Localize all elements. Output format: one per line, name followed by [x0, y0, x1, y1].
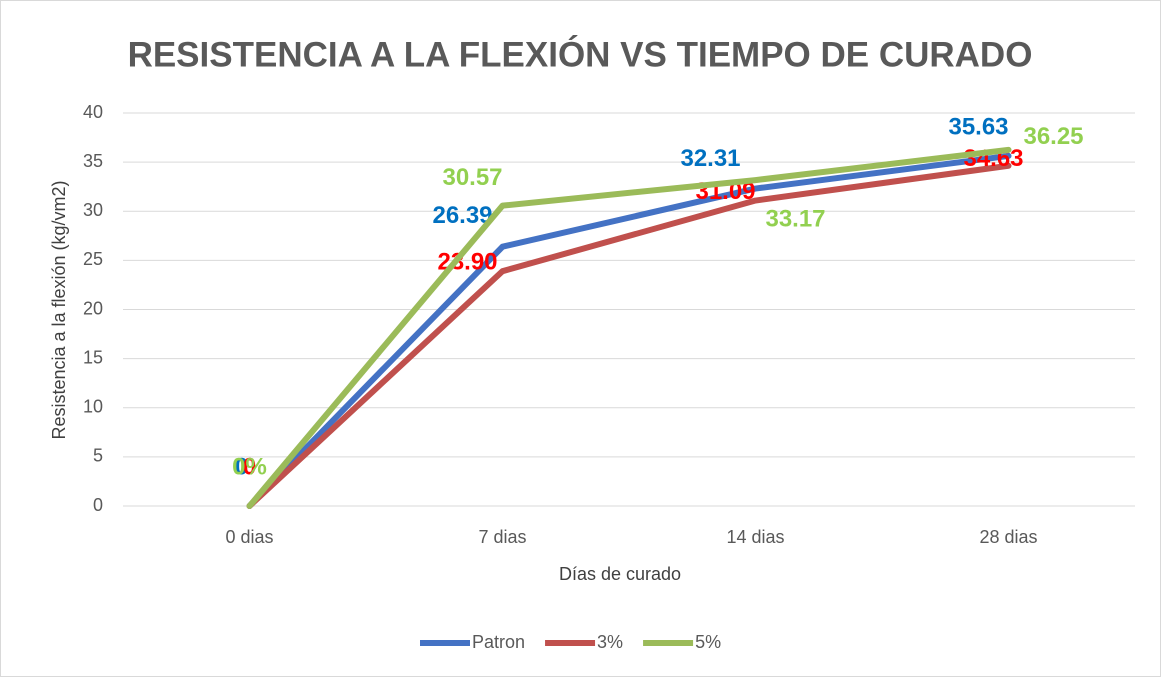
data-label: 0: [243, 453, 256, 480]
data-label: 36.25: [1023, 123, 1083, 150]
y-tick-label: 10: [83, 397, 103, 417]
y-tick-label: 40: [83, 102, 103, 122]
x-axis-title: Días de curado: [559, 564, 681, 584]
data-label: 35.63: [948, 113, 1008, 140]
data-label: 30.57: [442, 164, 502, 191]
y-tick-label: 0: [93, 495, 103, 515]
line-series: [246, 162, 1012, 509]
y-axis-title: Resistencia a la flexión (kg/vm2): [49, 180, 69, 439]
x-tick-label: 14 dias: [726, 527, 784, 547]
y-tick-label: 25: [83, 249, 103, 269]
data-label: 26.39: [432, 202, 492, 229]
y-tick-label: 5: [93, 446, 103, 466]
data-label: 0: [235, 453, 248, 480]
y-tick-label: 15: [83, 347, 103, 367]
chart-title: RESISTENCIA A LA FLEXIÓN VS TIEMPO DE CU…: [128, 34, 1033, 74]
y-tick-label: 20: [83, 298, 103, 318]
legend-label: Patron: [472, 632, 525, 652]
data-label: 0%: [232, 453, 267, 480]
legend-label: 3%: [597, 632, 623, 652]
x-tick-label: 28 dias: [979, 527, 1037, 547]
data-label: 33.17: [765, 205, 825, 232]
data-label: 32.31: [680, 145, 740, 172]
y-tick-label: 35: [83, 151, 103, 171]
y-tick-label: 30: [83, 200, 103, 220]
line-series: [246, 146, 1012, 509]
x-tick-label: 0 dias: [225, 527, 273, 547]
x-tick-label: 7 dias: [478, 527, 526, 547]
legend-label: 5%: [695, 632, 721, 652]
line-series: [246, 152, 1012, 509]
